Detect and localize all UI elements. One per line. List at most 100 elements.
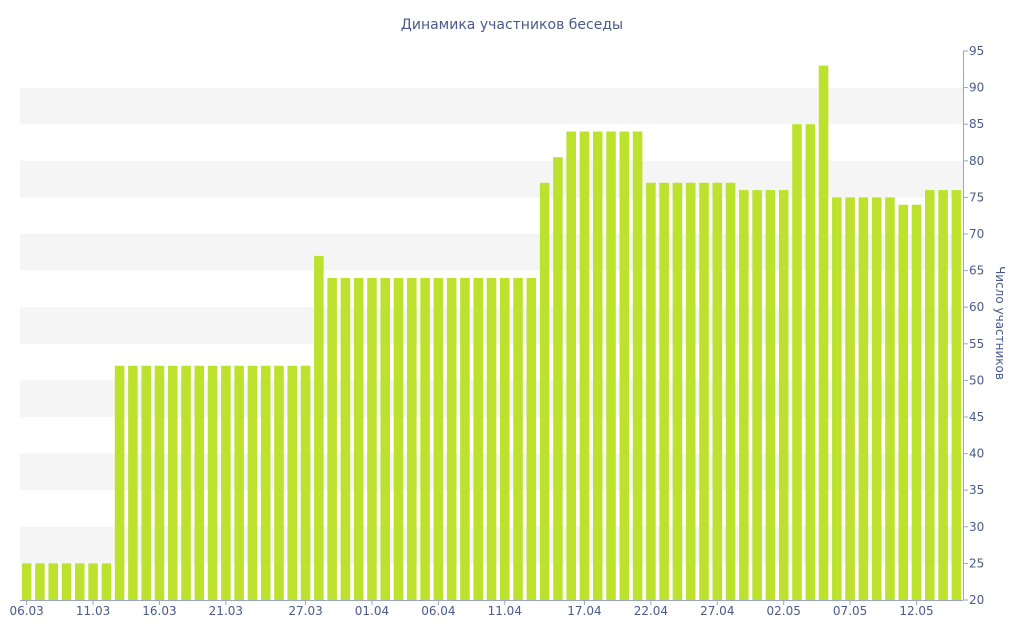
bar (207, 365, 218, 600)
bar (380, 277, 391, 600)
bar (21, 563, 32, 600)
bar (48, 563, 58, 600)
bar (739, 190, 749, 600)
y-tick-label: 40 (969, 447, 984, 461)
bar (832, 197, 842, 600)
bar (951, 190, 962, 600)
x-tick-label: 07.05 (833, 604, 867, 618)
bar (566, 131, 576, 600)
y-tick-label: 95 (969, 44, 984, 58)
x-tick-label: 12.05 (899, 604, 933, 618)
bar (353, 277, 364, 600)
bars (21, 65, 962, 600)
bar (234, 365, 244, 600)
bar (885, 197, 895, 600)
grid-band (20, 87, 963, 125)
bar (407, 277, 417, 600)
bar (35, 563, 45, 600)
y-axis-label: Число участников (993, 266, 1007, 380)
x-tick-label: 02.05 (767, 604, 801, 618)
bar (792, 124, 802, 600)
y-axis: 20 25 30 35 40 45 50 55 60 65 70 75 80 85 90 95 (963, 44, 984, 607)
x-tick-label: 17.04 (567, 604, 601, 618)
bar (61, 563, 72, 600)
y-tick-label: 85 (969, 117, 984, 131)
bar (154, 365, 165, 600)
bar (619, 131, 630, 600)
bar (367, 277, 377, 600)
y-tick-label: 30 (969, 520, 984, 534)
bar (128, 365, 138, 600)
bar (579, 131, 590, 600)
bar (433, 277, 444, 600)
x-tick-label: 06.03 (9, 604, 43, 618)
bar (340, 277, 351, 600)
bar (765, 190, 776, 600)
y-tick-label: 20 (969, 593, 984, 607)
bar (221, 365, 231, 600)
bar (513, 277, 523, 600)
bar (420, 277, 430, 600)
bar (314, 255, 324, 600)
x-tick-label: 21.03 (209, 604, 243, 618)
y-tick-label: 65 (969, 264, 984, 278)
x-tick-label: 06.04 (421, 604, 455, 618)
bar (300, 365, 311, 600)
bar (500, 277, 510, 600)
y-tick-label: 35 (969, 483, 984, 497)
bar (778, 190, 789, 600)
x-tick-label: 16.03 (142, 604, 176, 618)
bar (606, 131, 616, 600)
bar (752, 190, 762, 600)
x-tick-label: 11.04 (488, 604, 522, 618)
bar (460, 277, 470, 600)
bar (659, 182, 669, 600)
y-tick-label: 55 (969, 337, 984, 351)
bar (473, 277, 483, 600)
bar (592, 131, 603, 600)
bar (871, 197, 882, 600)
bar (114, 365, 125, 600)
bar (712, 182, 723, 600)
y-tick-label: 80 (969, 154, 984, 168)
bar (858, 197, 869, 600)
bar (247, 365, 258, 600)
x-tick-label: 01.04 (355, 604, 389, 618)
bar (553, 157, 563, 600)
bar (938, 190, 948, 600)
bar (393, 277, 404, 600)
x-tick-label: 27.04 (700, 604, 734, 618)
x-tick-label: 22.04 (634, 604, 668, 618)
chart-title: Динамика участников беседы (401, 17, 623, 33)
bar (805, 124, 816, 600)
x-tick-label: 27.03 (288, 604, 322, 618)
y-tick-label: 60 (969, 300, 984, 314)
bar (672, 182, 683, 600)
bar (911, 204, 922, 600)
bar (88, 563, 98, 600)
bar (327, 277, 337, 600)
y-tick-label: 45 (969, 410, 984, 424)
bar (526, 277, 537, 600)
y-tick-label: 75 (969, 190, 984, 204)
bar (260, 365, 271, 600)
y-tick-label: 25 (969, 556, 984, 570)
bar (446, 277, 457, 600)
bar (194, 365, 205, 600)
bar (181, 365, 191, 600)
bar (685, 182, 696, 600)
y-tick-label: 50 (969, 373, 984, 387)
bar (486, 277, 497, 600)
bar (925, 190, 935, 600)
y-tick-label: 70 (969, 227, 984, 241)
bar (167, 365, 178, 600)
bar (274, 365, 284, 600)
y-tick-label: 90 (969, 81, 984, 95)
bar (725, 182, 736, 600)
bar (632, 131, 643, 600)
bar (898, 204, 909, 600)
bar (539, 182, 550, 600)
bar (818, 65, 829, 600)
bar (74, 563, 85, 600)
